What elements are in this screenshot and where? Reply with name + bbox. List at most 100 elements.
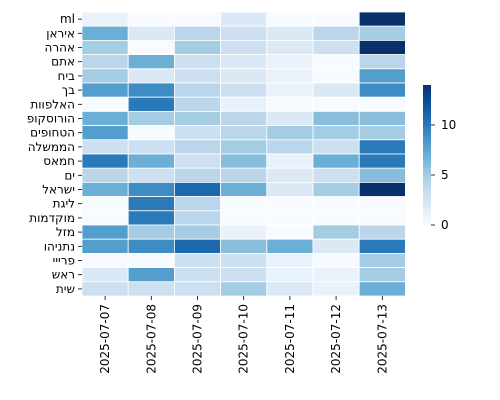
heatmap-cell (266, 82, 314, 98)
heatmap-cell (81, 167, 129, 183)
heatmap-cell (173, 267, 221, 283)
heatmap-cell (220, 11, 268, 27)
x-tick-label: 2025-07-11 (283, 304, 297, 374)
heatmap-cell (127, 238, 175, 254)
heatmap-cell (81, 196, 129, 212)
heatmap-cell (312, 252, 360, 268)
heatmap-cell (220, 210, 268, 226)
heatmap-cell (312, 167, 360, 183)
heatmap-cell (127, 267, 175, 283)
heatmap-cell (81, 210, 129, 226)
heatmap-cell (312, 210, 360, 226)
heatmap-cell (220, 252, 268, 268)
heatmap-cell (266, 68, 314, 84)
heatmap-cell (266, 96, 314, 112)
heatmap-cell (220, 54, 268, 70)
heatmap-cell (358, 281, 406, 297)
heatmap-cell (127, 125, 175, 141)
heatmap-cell (220, 181, 268, 197)
heatmap-cell (220, 82, 268, 98)
heatmap-cell (81, 11, 129, 27)
y-tick-label: מוקדמות (29, 211, 75, 225)
heatmap-cell (220, 153, 268, 169)
heatmap-cell (173, 82, 221, 98)
heatmap-cell (358, 11, 406, 27)
y-tick-label: ישראל (42, 183, 75, 197)
heatmap-cell (173, 167, 221, 183)
heatmap-cell (81, 68, 129, 84)
heatmap-cell (81, 224, 129, 240)
heatmap-cell (312, 40, 360, 56)
heatmap-cell (127, 111, 175, 127)
heatmap-cell (312, 281, 360, 297)
heatmap-cell (266, 181, 314, 197)
heatmap-cell (173, 11, 221, 27)
heatmap-cell (173, 139, 221, 155)
y-tick-labels: mlאיראןאהרהאתםביחבךהאלפוותהורוסקופהטחופי… (27, 12, 82, 296)
heatmap-cell (127, 82, 175, 98)
heatmap-cell (173, 40, 221, 56)
heatmap-cell (81, 125, 129, 141)
heatmap-cell (358, 40, 406, 56)
heatmap-cell (220, 281, 268, 297)
x-tick-label: 2025-07-07 (98, 304, 112, 374)
heatmap-cell (266, 25, 314, 41)
heatmap-cell (312, 82, 360, 98)
colorbar-gradient (423, 85, 431, 225)
heatmap-cell (81, 153, 129, 169)
heatmap-cell (173, 111, 221, 127)
heatmap-cell (127, 181, 175, 197)
heatmap-cell (266, 281, 314, 297)
heatmap-cell (127, 54, 175, 70)
y-tick-label: מזל (56, 225, 75, 239)
x-tick-label: 2025-07-09 (191, 304, 205, 374)
heatmap-cell (312, 153, 360, 169)
heatmap-cell (173, 252, 221, 268)
heatmap-cell (127, 25, 175, 41)
heatmap-cell (220, 139, 268, 155)
heatmap-cell (312, 125, 360, 141)
heatmap-cell (358, 252, 406, 268)
heatmap-cell (220, 40, 268, 56)
heatmap-cell (220, 224, 268, 240)
heatmap-cell (266, 238, 314, 254)
heatmap-cell (358, 125, 406, 141)
heatmap-cell (358, 238, 406, 254)
heatmap-cell (127, 68, 175, 84)
heatmap-cell (220, 25, 268, 41)
heatmap-cell (81, 96, 129, 112)
heatmap-cell (220, 111, 268, 127)
heatmap-cell (358, 267, 406, 283)
heatmap-cell (266, 196, 314, 212)
heatmap-cell (81, 252, 129, 268)
heatmap-cell (173, 224, 221, 240)
y-tick-label: הטחופים (30, 126, 75, 140)
heatmap-cell (220, 96, 268, 112)
y-tick-label: ים (64, 168, 75, 182)
heatmap-cell (220, 238, 268, 254)
heatmap-cell (220, 267, 268, 283)
heatmap-cell (220, 167, 268, 183)
y-tick-label: אתם (51, 55, 75, 69)
heatmap-cell (127, 139, 175, 155)
heatmap-cell (81, 54, 129, 70)
x-tick-label: 2025-07-12 (329, 304, 343, 374)
y-tick-label: האלפוות (30, 97, 75, 111)
x-tick-labels: 2025-07-07 2025-07-08 2025-07-09 2025-07-10… (98, 296, 389, 374)
heatmap-cell (127, 11, 175, 27)
heatmap-cell (312, 238, 360, 254)
y-tick-label: הממשלה (28, 140, 75, 154)
heatmap-cell (312, 139, 360, 155)
heatmap-cell (312, 111, 360, 127)
colorbar-tick-label: 5 (441, 168, 449, 182)
heatmap-cell (312, 267, 360, 283)
heatmap-cell (266, 267, 314, 283)
colorbar: 0 5 10 (423, 85, 456, 232)
heatmap-cell (127, 281, 175, 297)
y-tick-label: איראן (46, 26, 75, 40)
heatmap-cell (81, 238, 129, 254)
colorbar-tick-label: 0 (441, 218, 449, 232)
heatmap-cell (127, 167, 175, 183)
heatmap-cell (358, 82, 406, 98)
